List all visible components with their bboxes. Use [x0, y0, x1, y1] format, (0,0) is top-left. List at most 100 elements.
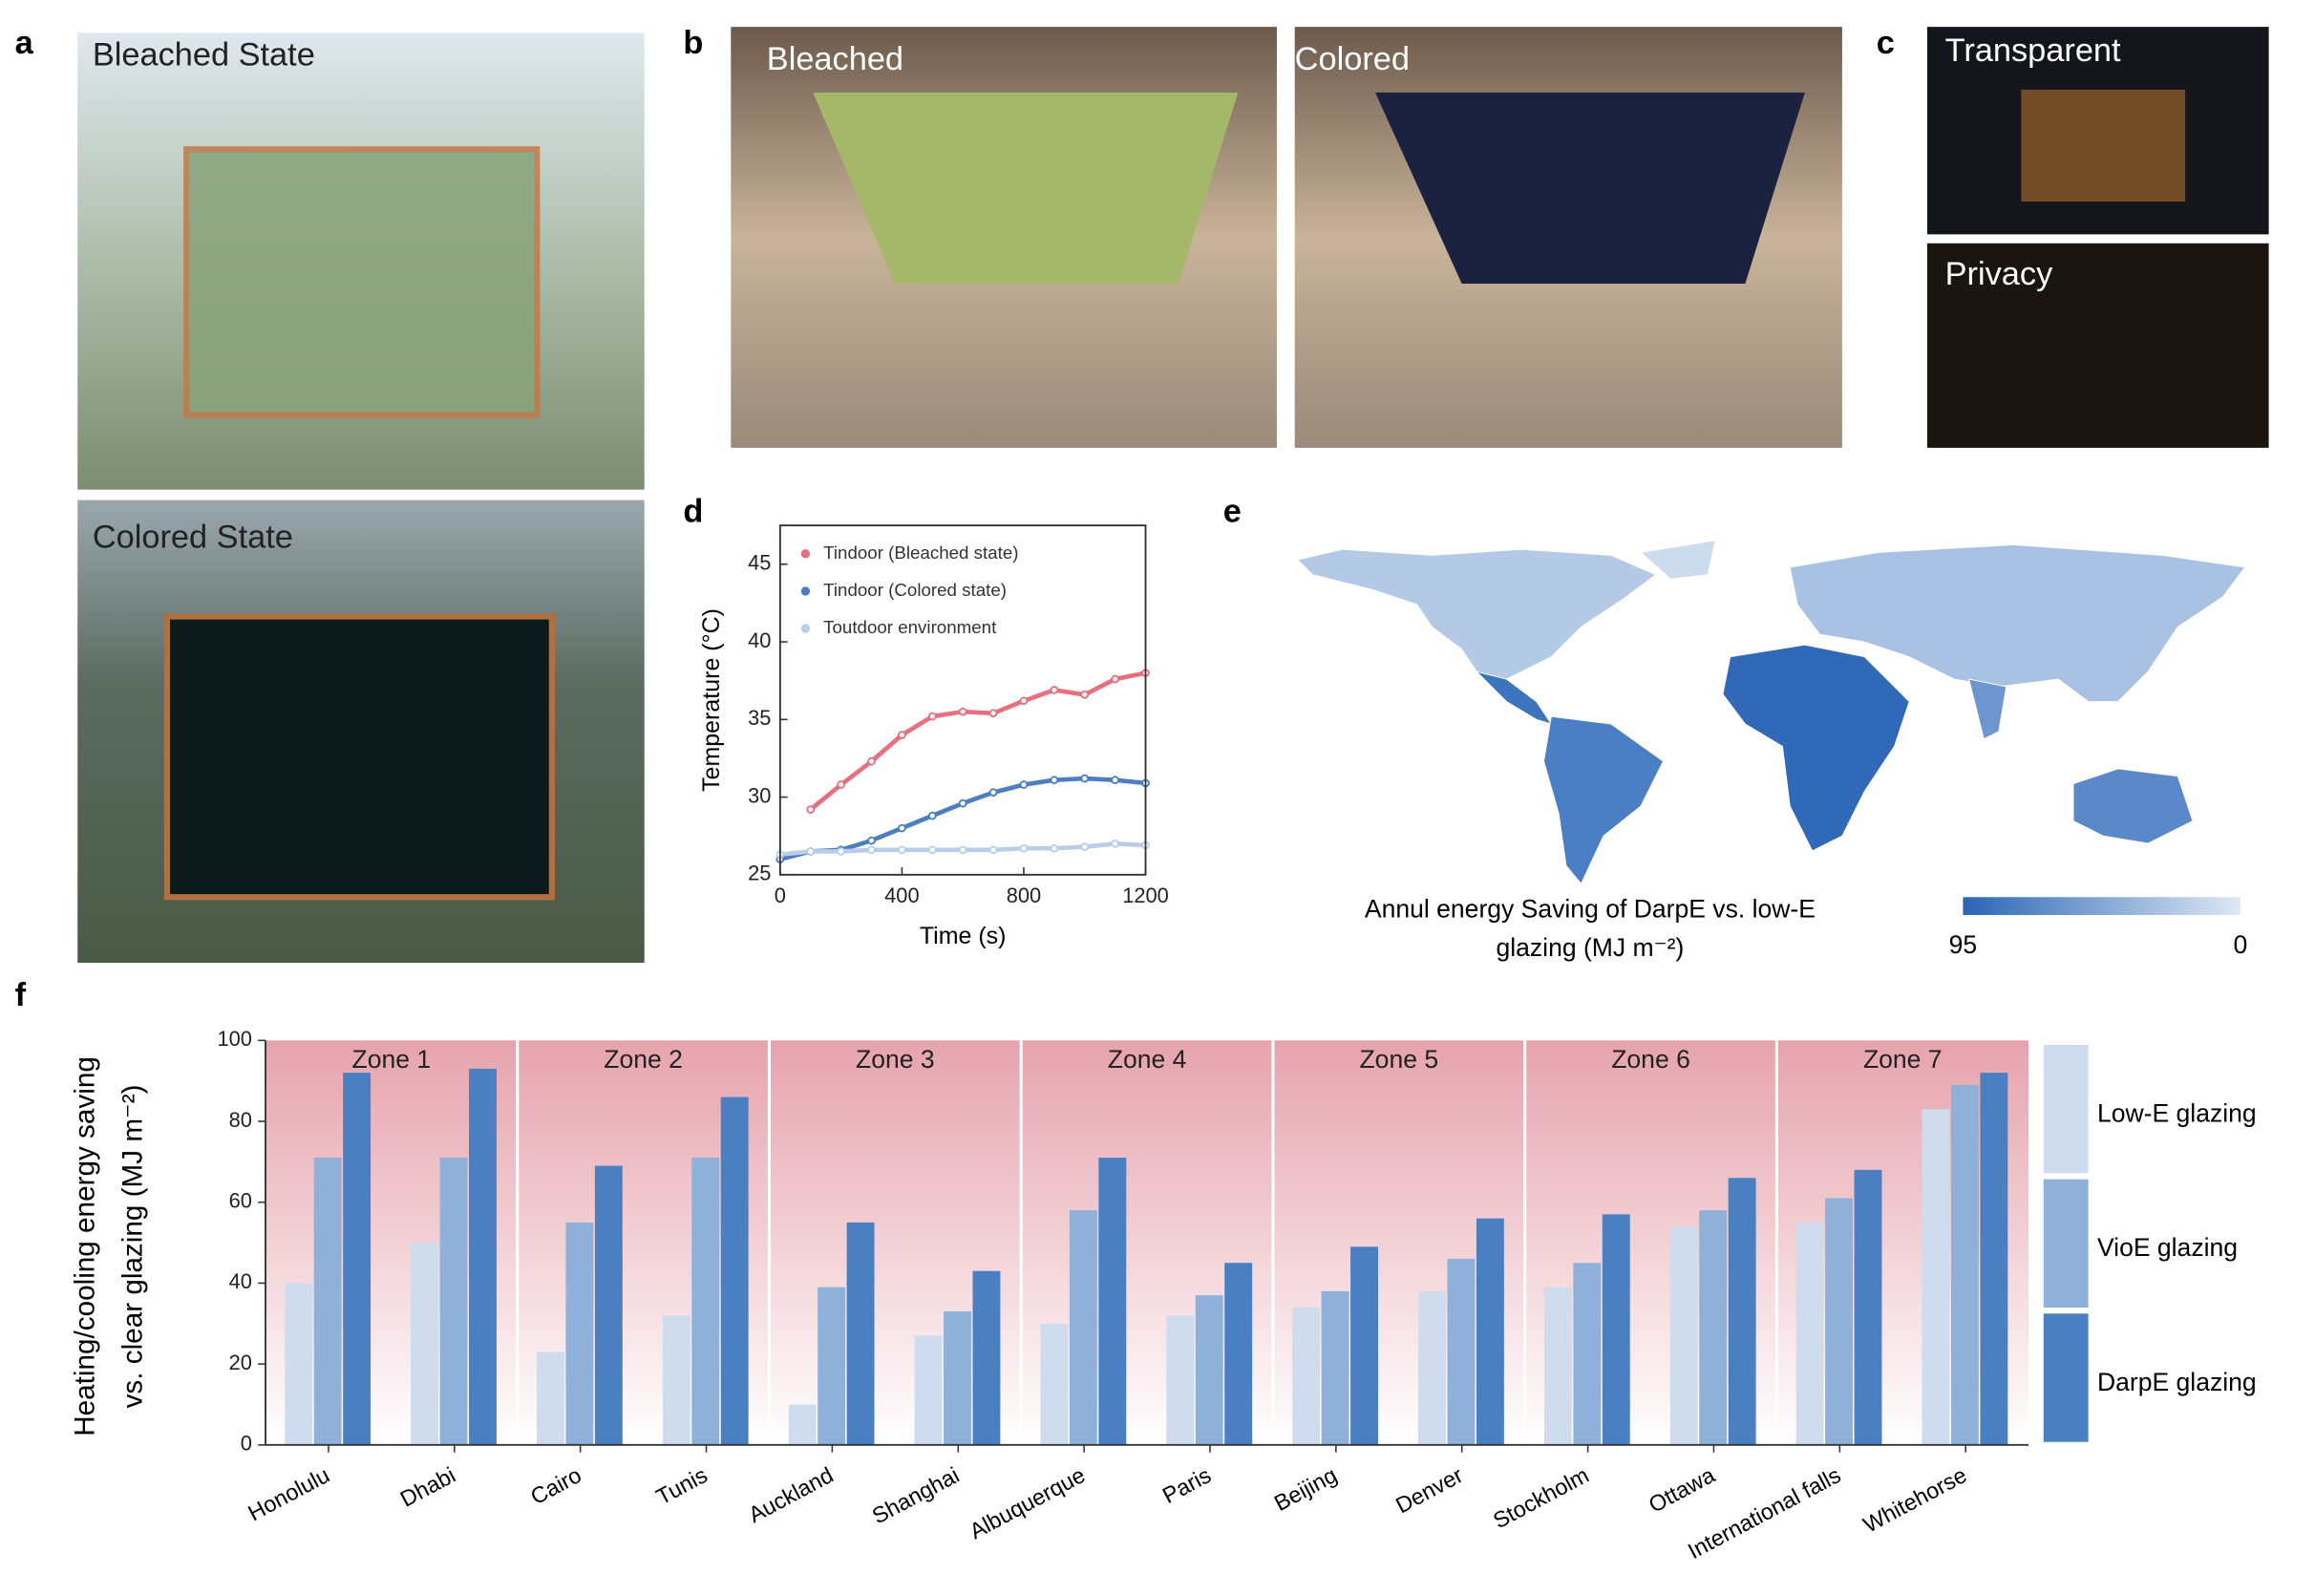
- panel-label: d: [683, 494, 703, 530]
- legend-label: VioE glazing: [2097, 1233, 2238, 1262]
- bar: [1950, 1084, 1979, 1445]
- bar: [439, 1158, 468, 1445]
- bar: [1699, 1210, 1728, 1445]
- data-point: [898, 845, 906, 855]
- bar: [565, 1222, 594, 1445]
- bar: [1728, 1178, 1756, 1445]
- photo-label: Transparent: [1945, 32, 2121, 69]
- bar: [1069, 1210, 1097, 1445]
- y-axis-label: vs. clear glazing (MJ m⁻²): [117, 1085, 148, 1409]
- x-tick-label: 0: [775, 883, 786, 907]
- y-tick-label: 80: [229, 1108, 252, 1132]
- glass-panel: [163, 613, 556, 901]
- data-point: [927, 712, 937, 721]
- data-point: [867, 836, 876, 845]
- x-tick-label: Honolulu: [244, 1462, 333, 1525]
- plot-frame: [778, 524, 1147, 876]
- y-tick-label: 30: [748, 783, 771, 807]
- zone-label: Zone 2: [604, 1045, 683, 1074]
- y-tick-label: 25: [748, 862, 771, 885]
- data-point: [1111, 776, 1119, 785]
- bar: [1795, 1222, 1824, 1445]
- y-tick-label: 100: [217, 1027, 251, 1051]
- bar: [1573, 1263, 1602, 1445]
- panel-label: b: [683, 25, 703, 61]
- data-point: [867, 845, 876, 855]
- data-point: [1080, 842, 1090, 851]
- region: [1968, 678, 2007, 740]
- x-tick-label: Paris: [1158, 1462, 1215, 1508]
- photo-label: Privacy: [1945, 256, 2053, 292]
- bar: [1350, 1246, 1378, 1445]
- x-tick-label: Denver: [1391, 1462, 1467, 1519]
- sunroof: [1375, 92, 1805, 284]
- data-point: [837, 780, 845, 789]
- bar: [1476, 1218, 1504, 1445]
- bar: [972, 1270, 1001, 1445]
- bar: [1224, 1263, 1253, 1445]
- data-point: [958, 798, 967, 808]
- bar: [1854, 1169, 1882, 1445]
- x-axis-label: Time (s): [920, 923, 1007, 949]
- region: [1789, 543, 2246, 703]
- bar: [818, 1287, 846, 1445]
- legend-swatch: [2043, 1313, 2089, 1442]
- x-tick-label: Shanghai: [868, 1462, 964, 1528]
- y-tick-label: 40: [229, 1269, 252, 1293]
- panel-label: f: [15, 977, 27, 1013]
- bar: [1922, 1109, 1950, 1445]
- x-tick-label: 800: [1007, 883, 1041, 907]
- region: [1296, 548, 1657, 680]
- bar: [1166, 1315, 1195, 1445]
- data-point: [1111, 674, 1119, 684]
- bar: [1098, 1158, 1127, 1445]
- x-tick-label: Auckland: [744, 1462, 837, 1527]
- y-tick-label: 60: [229, 1188, 252, 1212]
- bar: [1825, 1198, 1853, 1445]
- panel-label: c: [1877, 25, 1895, 61]
- data-point: [1080, 690, 1090, 699]
- bar: [662, 1315, 690, 1445]
- zone-label: Zone 5: [1359, 1045, 1438, 1074]
- x-tick-label: Ottawa: [1645, 1462, 1720, 1518]
- x-tick-label: Tunis: [652, 1462, 711, 1509]
- legend-label: Tindoor (Bleached state): [823, 543, 1018, 563]
- photo-label: Colored: [1295, 41, 1410, 77]
- bar: [343, 1073, 372, 1445]
- data-point: [898, 731, 906, 739]
- bar: [285, 1283, 313, 1445]
- y-tick-label: 45: [748, 551, 771, 575]
- data-point: [988, 709, 998, 718]
- x-tick-label: Dhabi: [396, 1462, 459, 1512]
- x-tick-label: Albuquerque: [966, 1462, 1089, 1543]
- photo-label: Colored State: [93, 519, 293, 555]
- bar: [1543, 1287, 1572, 1445]
- data-point: [867, 756, 876, 766]
- y-tick-label: 40: [748, 628, 771, 652]
- sunroof: [813, 92, 1239, 284]
- x-tick-label: Stockholm: [1489, 1462, 1593, 1533]
- data-point: [927, 845, 937, 855]
- y-tick-label: 35: [748, 706, 771, 730]
- bar: [914, 1335, 943, 1445]
- data-point: [1050, 776, 1059, 785]
- bar: [1418, 1290, 1446, 1445]
- photo-label: Bleached: [767, 41, 903, 77]
- data-point: [837, 847, 845, 856]
- bar: [313, 1158, 342, 1445]
- data-point: [988, 845, 998, 855]
- x-tick-label: Cairo: [526, 1462, 585, 1509]
- bar: [691, 1158, 720, 1445]
- x-tick-label: 1200: [1122, 883, 1169, 907]
- x-tick-label: Beijing: [1270, 1462, 1341, 1516]
- legend-label: Low-E glazing: [2097, 1098, 2257, 1127]
- legend-marker: [800, 586, 811, 596]
- data-line: [809, 670, 1146, 812]
- data-point: [1019, 780, 1029, 789]
- zone-background: [265, 1040, 2029, 1445]
- y-tick-label: 20: [229, 1351, 252, 1374]
- bar: [944, 1311, 971, 1445]
- zone-label: Zone 3: [856, 1045, 935, 1074]
